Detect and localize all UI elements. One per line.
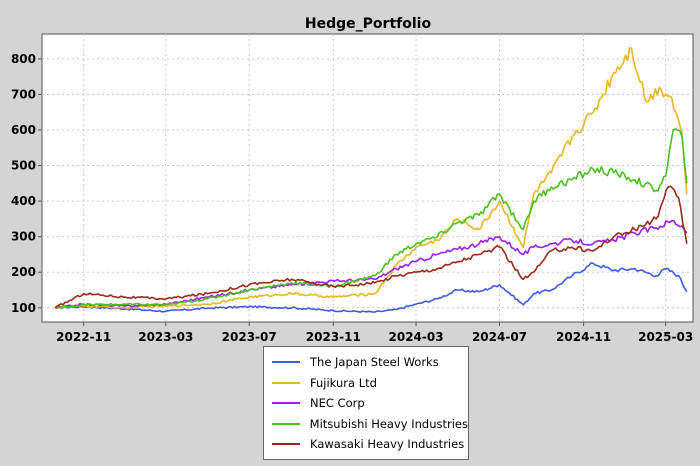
legend-item: Mitsubishi Heavy Industries <box>272 414 468 435</box>
x-tick-label: 2022-11 <box>56 330 111 344</box>
y-tick-label: 400 <box>11 194 36 208</box>
legend-label: Kawasaki Heavy Industries <box>310 437 465 452</box>
legend-item: NEC Corp <box>272 393 468 414</box>
legend-label: Fujikura Ltd <box>310 375 377 390</box>
x-tick-label: 2024-03 <box>389 330 444 344</box>
y-tick-label: 700 <box>11 87 36 101</box>
legend-item: The Japan Steel Works <box>272 352 468 373</box>
legend-label: The Japan Steel Works <box>310 355 439 370</box>
legend-item: Fujikura Ltd <box>272 373 468 394</box>
legend-label: Mitsubishi Heavy Industries <box>309 416 468 431</box>
x-tick-label: 2025-03 <box>638 330 693 344</box>
legend-swatch <box>272 381 300 384</box>
legend-item: Kawasaki Heavy Industries <box>272 434 468 455</box>
x-tick-label: 2024-07 <box>472 330 527 344</box>
chart-title: Hedge_Portfolio <box>305 16 432 32</box>
plot-area <box>41 33 694 323</box>
legend: The Japan Steel Works Fujikura Ltd NEC Cor… <box>263 346 469 460</box>
series-line-1 <box>54 47 688 310</box>
series-layer <box>54 47 688 314</box>
x-tick-label: 2023-11 <box>306 330 361 344</box>
y-tick-label: 200 <box>11 265 36 279</box>
y-tick-label: 600 <box>11 123 36 137</box>
legend-swatch <box>272 402 300 405</box>
legend-swatch <box>272 443 300 446</box>
series-line-4 <box>54 185 688 309</box>
legend-swatch <box>272 422 300 425</box>
axes: 100 200 300 400 500 600 700 800 2022-11 2023-03 20… <box>11 52 693 344</box>
legend-swatch <box>272 361 300 364</box>
y-tick-label: 500 <box>11 159 36 173</box>
series-line-0 <box>54 262 688 314</box>
y-tick-label: 800 <box>11 52 36 66</box>
y-tick-label: 100 <box>11 301 36 315</box>
x-tick-label: 2023-07 <box>222 330 277 344</box>
grid <box>42 34 693 322</box>
x-tick-label: 2024-11 <box>556 330 611 344</box>
legend-label: NEC Corp <box>310 396 365 411</box>
series-line-3 <box>54 128 688 309</box>
x-tick-label: 2023-03 <box>138 330 193 344</box>
series-line-2 <box>55 219 688 309</box>
y-tick-label: 300 <box>11 230 36 244</box>
